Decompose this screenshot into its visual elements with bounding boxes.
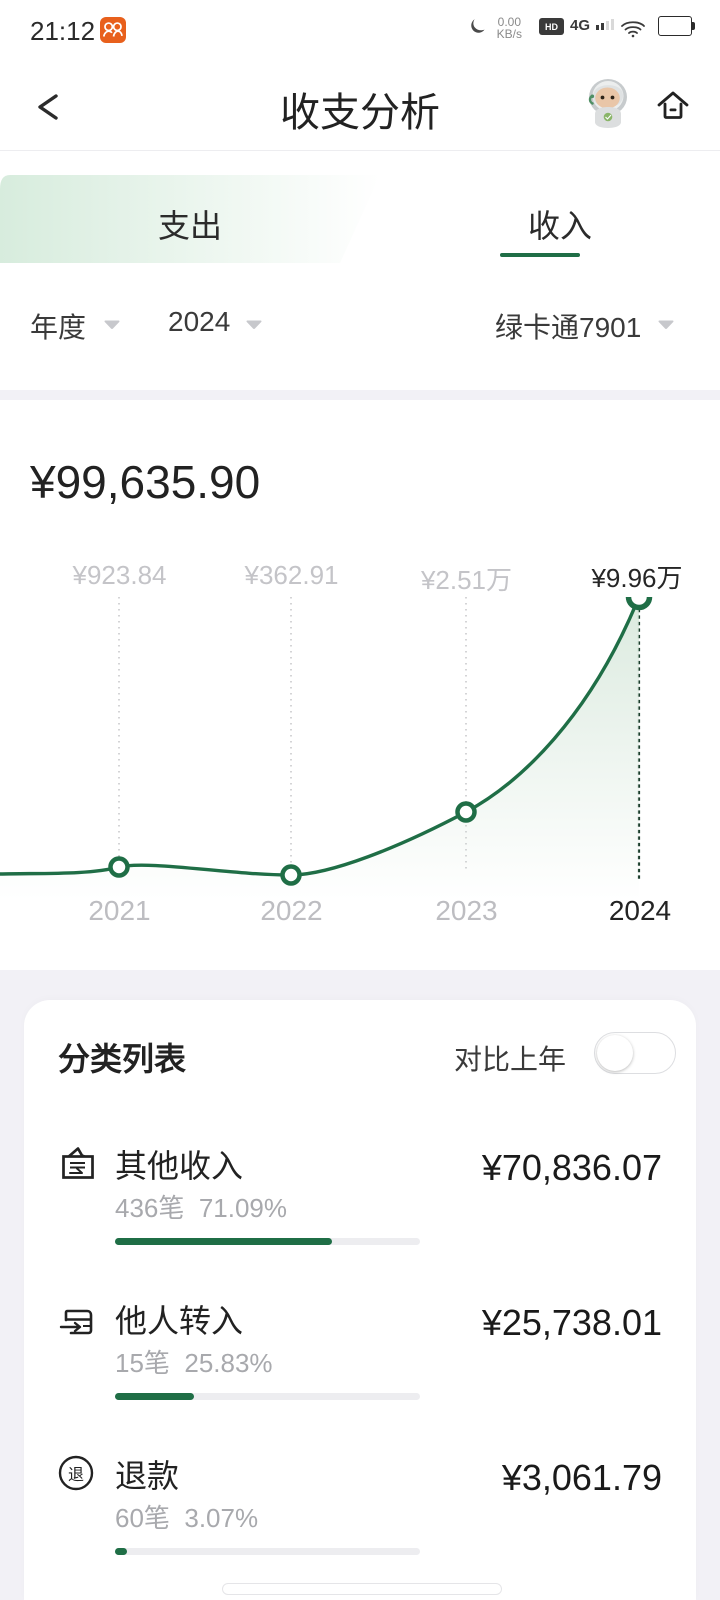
svg-text:退: 退: [68, 1466, 84, 1484]
